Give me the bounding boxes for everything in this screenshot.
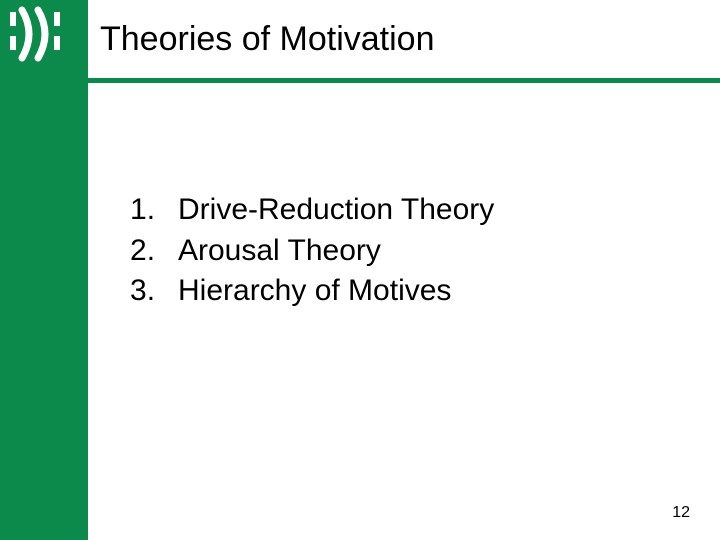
page-number: 12 — [672, 504, 690, 522]
list-item: Drive-Reduction Theory — [130, 190, 610, 231]
title-underline — [88, 70, 720, 75]
sidebar-bg — [0, 0, 88, 540]
list-item: Hierarchy of Motives — [130, 271, 610, 312]
list-item: Arousal Theory — [130, 231, 610, 272]
brand-logo-icon — [8, 4, 76, 64]
sidebar — [0, 0, 88, 540]
content-area: Drive-Reduction Theory Arousal Theory Hi… — [130, 190, 610, 312]
theory-list: Drive-Reduction Theory Arousal Theory Hi… — [130, 190, 610, 312]
slide-title: Theories of Motivation — [100, 20, 700, 59]
title-area: Theories of Motivation — [100, 20, 700, 59]
slide: Theories of Motivation Drive-Reduction T… — [0, 0, 720, 540]
